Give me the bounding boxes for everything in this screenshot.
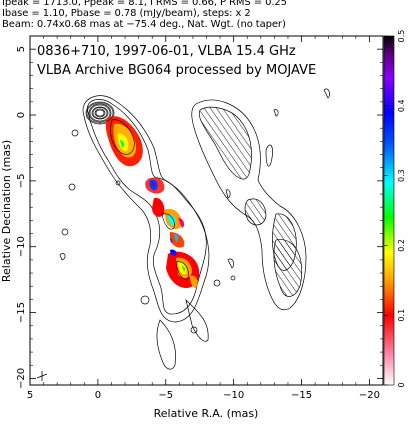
y-tick-label: −5 xyxy=(16,173,27,188)
y-tick-label: 5 xyxy=(16,46,27,52)
colorbar-tick-label: 0.3 xyxy=(397,169,406,182)
x-tick-label: −20 xyxy=(359,390,380,401)
core-contours xyxy=(86,102,189,280)
header-line-1: Ipeak = 1713.0, Ppeak = 8.1, I RMS = 0.6… xyxy=(2,0,287,8)
colorbar-tick-label: 0.1 xyxy=(397,309,406,322)
x-axis-label: Relative R.A. (mas) xyxy=(154,407,259,420)
polarization-colormap xyxy=(105,116,200,288)
plot-frame xyxy=(29,35,384,386)
y-tick-label: 0 xyxy=(16,112,27,118)
y-tick-label: −10 xyxy=(16,236,27,257)
x-tick-label: 5 xyxy=(27,390,33,401)
header-line-3: Beam: 0.74x0.68 mas at −75.4 deg., Nat. … xyxy=(2,19,286,30)
x-tick-label: 0 xyxy=(95,390,101,401)
y-tick-label: −15 xyxy=(16,302,27,323)
x-axis: 5 0 −5 −10 −15 −20 xyxy=(27,36,380,401)
colorbar-tick-label: 0.5 xyxy=(397,30,406,43)
beam-marker xyxy=(36,371,48,381)
x-tick-label: −5 xyxy=(158,390,173,401)
polarization-outline-contours xyxy=(191,88,330,311)
map-title-line-1: 0836+710, 1997-06-01, VLBA 15.4 GHz xyxy=(37,44,296,59)
colorbar-tick-label: 0.2 xyxy=(397,239,406,252)
colorbar-ticks: 0 0.1 0.2 0.3 0.4 0.5 xyxy=(384,30,406,388)
y-axis-label: Relative Decination (mas) xyxy=(0,140,13,282)
y-axis: 5 0 −5 −10 −15 −20 xyxy=(16,46,383,389)
colorbar-tick-label: 0 xyxy=(397,382,406,387)
x-tick-label: −15 xyxy=(291,390,312,401)
colorbar xyxy=(383,35,395,386)
header-line-2: Ibase = 1.10, Pbase = 0.78 (mJy/beam), s… xyxy=(2,8,251,19)
intensity-contours xyxy=(59,95,236,370)
x-tick-label: −10 xyxy=(223,390,244,401)
y-tick-label: −20 xyxy=(16,368,27,389)
map-title-line-2: VLBA Archive BG064 processed by MOJAVE xyxy=(37,63,316,78)
polarization-hatched-jet xyxy=(198,106,303,297)
colorbar-tick-label: 0.4 xyxy=(397,99,406,112)
